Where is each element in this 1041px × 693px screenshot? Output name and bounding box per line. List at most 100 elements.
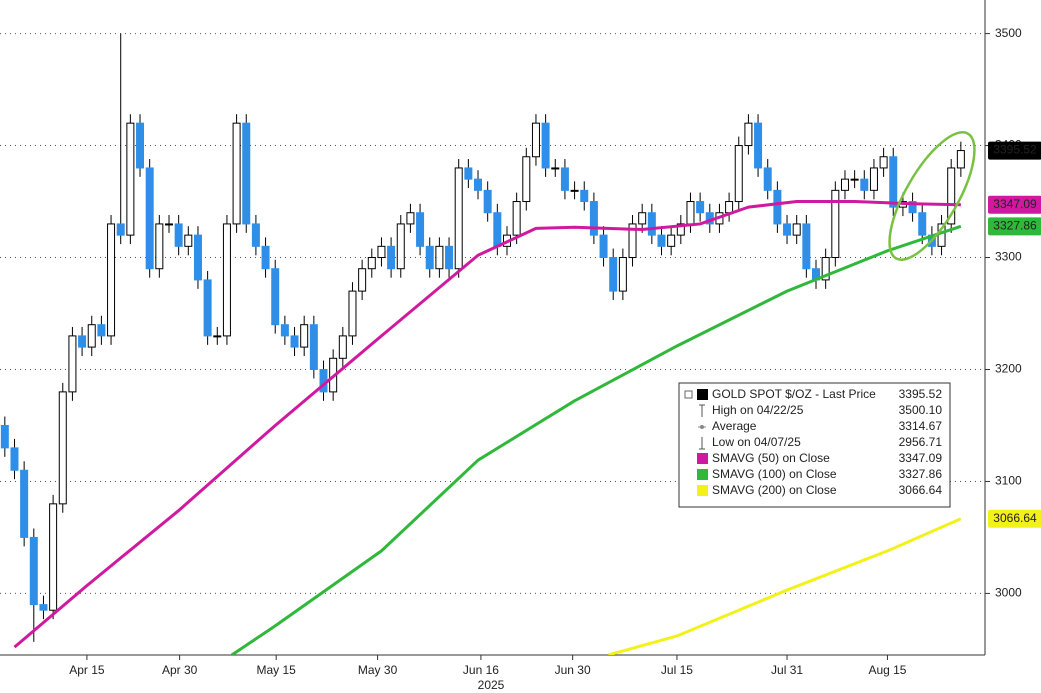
candle-body <box>493 212 502 247</box>
candle-body <box>686 201 695 225</box>
candle-body <box>696 201 705 214</box>
ma-tag-bg <box>988 217 1041 236</box>
candle-body <box>348 290 357 337</box>
candle-body <box>155 223 164 270</box>
candle-body <box>203 279 212 337</box>
candle-body <box>618 257 627 292</box>
candle-body <box>869 167 878 191</box>
candle-body <box>560 167 569 191</box>
candle-body <box>193 234 202 281</box>
x-axis-label: 2025 <box>478 678 505 692</box>
candle-body <box>628 223 637 259</box>
candle-body <box>599 234 608 259</box>
candle-body <box>956 150 965 169</box>
legend-label: SMAVG (100) on Close <box>712 467 837 481</box>
candle-body <box>126 122 135 236</box>
candle-body <box>589 201 598 236</box>
x-tick-label: Jun 16 <box>463 663 499 677</box>
candle-body <box>850 178 859 181</box>
candle-body <box>840 178 849 191</box>
candle-body <box>87 324 96 348</box>
x-tick-label: May 15 <box>257 663 297 677</box>
candle-body <box>792 223 801 236</box>
candle-body <box>551 167 560 170</box>
last-price-tag: 3395.52 <box>993 143 1037 157</box>
legend-value: 3327.86 <box>899 467 943 481</box>
candle-body <box>49 503 58 611</box>
candle-body <box>145 167 154 270</box>
candle-body <box>136 122 145 169</box>
candle-body <box>531 122 540 158</box>
x-tick-label: Jul 31 <box>771 663 803 677</box>
candle-body <box>0 424 9 449</box>
legend-label: GOLD SPOT $/OZ - Last Price <box>712 387 876 401</box>
candle-body <box>78 335 87 348</box>
candle-body <box>889 156 898 208</box>
candle-body <box>454 167 463 270</box>
candle-body <box>541 122 550 169</box>
candle-body <box>435 245 444 270</box>
candle-body <box>676 223 685 236</box>
candle-body <box>647 212 656 236</box>
candle-body <box>638 212 647 225</box>
legend-value: 3500.10 <box>899 403 943 417</box>
y-tick-label: 3500 <box>995 26 1022 40</box>
candle-body <box>174 223 183 247</box>
candle-body <box>464 167 473 180</box>
ma-tag: 3347.09 <box>993 197 1037 211</box>
legend-label: Average <box>712 419 757 433</box>
candle-body <box>261 245 270 270</box>
candle-body <box>164 223 173 226</box>
x-tick-label: Aug 15 <box>868 663 906 677</box>
candle-body <box>754 122 763 169</box>
candle-body <box>744 122 753 147</box>
candle-body <box>387 245 396 270</box>
candle-body <box>802 223 811 270</box>
candle-body <box>609 257 618 292</box>
candle-body <box>300 324 309 348</box>
candle-body <box>425 245 434 270</box>
candle-body <box>406 212 415 225</box>
moving-average-line <box>230 224 962 655</box>
candle-body <box>39 604 48 611</box>
legend-swatch <box>697 485 708 496</box>
legend-box <box>678 382 951 508</box>
legend-value: 3066.64 <box>899 483 943 497</box>
candle-body <box>860 178 869 191</box>
candle-body <box>667 234 676 247</box>
candle-body <box>251 223 260 247</box>
candle-body <box>377 245 386 259</box>
candle-body <box>338 335 347 359</box>
moving-average-line <box>607 517 962 655</box>
candle-body <box>416 212 425 247</box>
legend-toggle <box>684 390 693 399</box>
candle-body <box>570 189 579 192</box>
candle-body <box>734 145 743 203</box>
candle-body <box>184 234 193 247</box>
legend-value: 3347.09 <box>899 451 943 465</box>
candle-body <box>58 391 67 505</box>
candle-body <box>763 167 772 191</box>
candle-body <box>512 201 521 236</box>
candle-body <box>947 167 956 225</box>
candle-body <box>290 335 299 348</box>
candle-body <box>522 156 531 203</box>
plot <box>0 33 965 655</box>
candle-body <box>232 122 241 225</box>
legend-swatch <box>697 453 708 464</box>
candle-body <box>280 324 289 337</box>
candle-body <box>445 245 454 270</box>
candle-body <box>358 268 367 292</box>
x-tick-label: Jul 15 <box>661 663 693 677</box>
candle-body <box>29 536 38 606</box>
x-tick-label: Jun 30 <box>555 663 591 677</box>
y-tick-label: 3300 <box>995 250 1022 264</box>
moving-average-line <box>13 200 961 649</box>
candle-body <box>483 189 492 214</box>
legend-value: 2956.71 <box>899 435 943 449</box>
candle-body <box>10 447 19 471</box>
y-tick-label: 3000 <box>995 586 1022 600</box>
ma-tag-bg <box>988 195 1041 214</box>
candle-body <box>116 223 125 236</box>
